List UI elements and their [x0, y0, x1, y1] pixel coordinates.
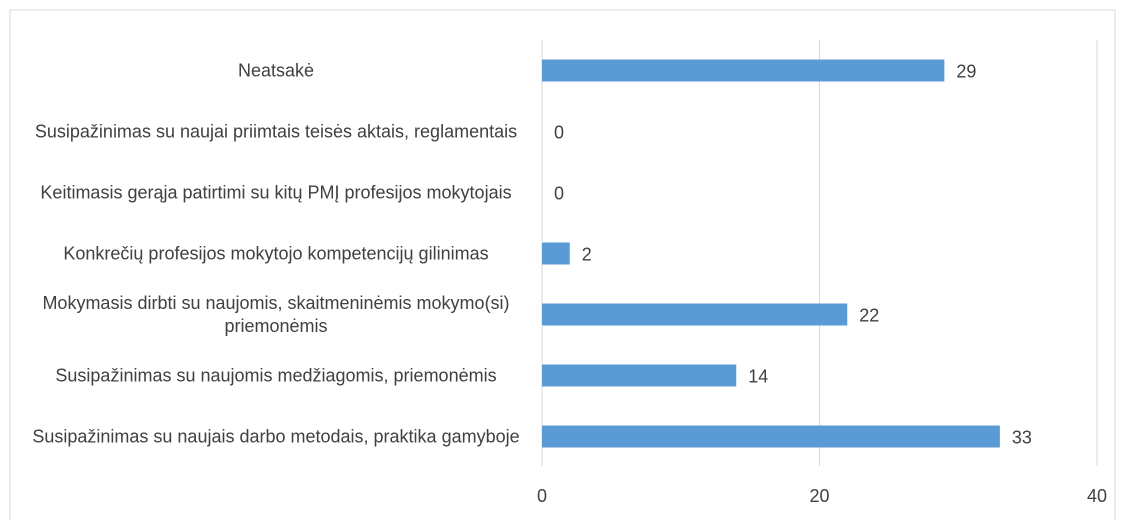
bar	[542, 242, 570, 265]
value-label: 14	[748, 366, 768, 386]
value-label: 0	[554, 183, 564, 203]
value-label: 22	[859, 305, 879, 325]
category-label: Mokymasis dirbti su naujomis, skaitmenin…	[42, 292, 510, 336]
bar	[542, 59, 945, 82]
category-label: Susipažinimas su naujomis medžiagomis, p…	[55, 365, 497, 385]
category-label: Susipažinimas su naujais darbo metodais,…	[32, 426, 520, 446]
value-label: 33	[1012, 427, 1032, 447]
x-tick-label: 0	[537, 486, 547, 506]
bar	[542, 303, 848, 326]
bar	[542, 425, 1000, 448]
value-label: 29	[956, 61, 976, 81]
category-label: Konkrečių profesijos mokytojo kompetenci…	[63, 243, 489, 263]
category-label: Neatsakė	[237, 60, 315, 80]
bar	[542, 364, 737, 387]
value-label: 2	[582, 244, 592, 264]
category-label: Susipažinimas su naujai priimtais teisės…	[34, 121, 518, 141]
x-tick-label: 20	[809, 486, 829, 506]
chart-border	[9, 9, 1116, 520]
category-label: Keitimasis gerąja patirtimi su kitų PMĮ …	[40, 182, 512, 202]
x-tick-label: 40	[1087, 486, 1107, 506]
value-label: 0	[554, 122, 564, 142]
